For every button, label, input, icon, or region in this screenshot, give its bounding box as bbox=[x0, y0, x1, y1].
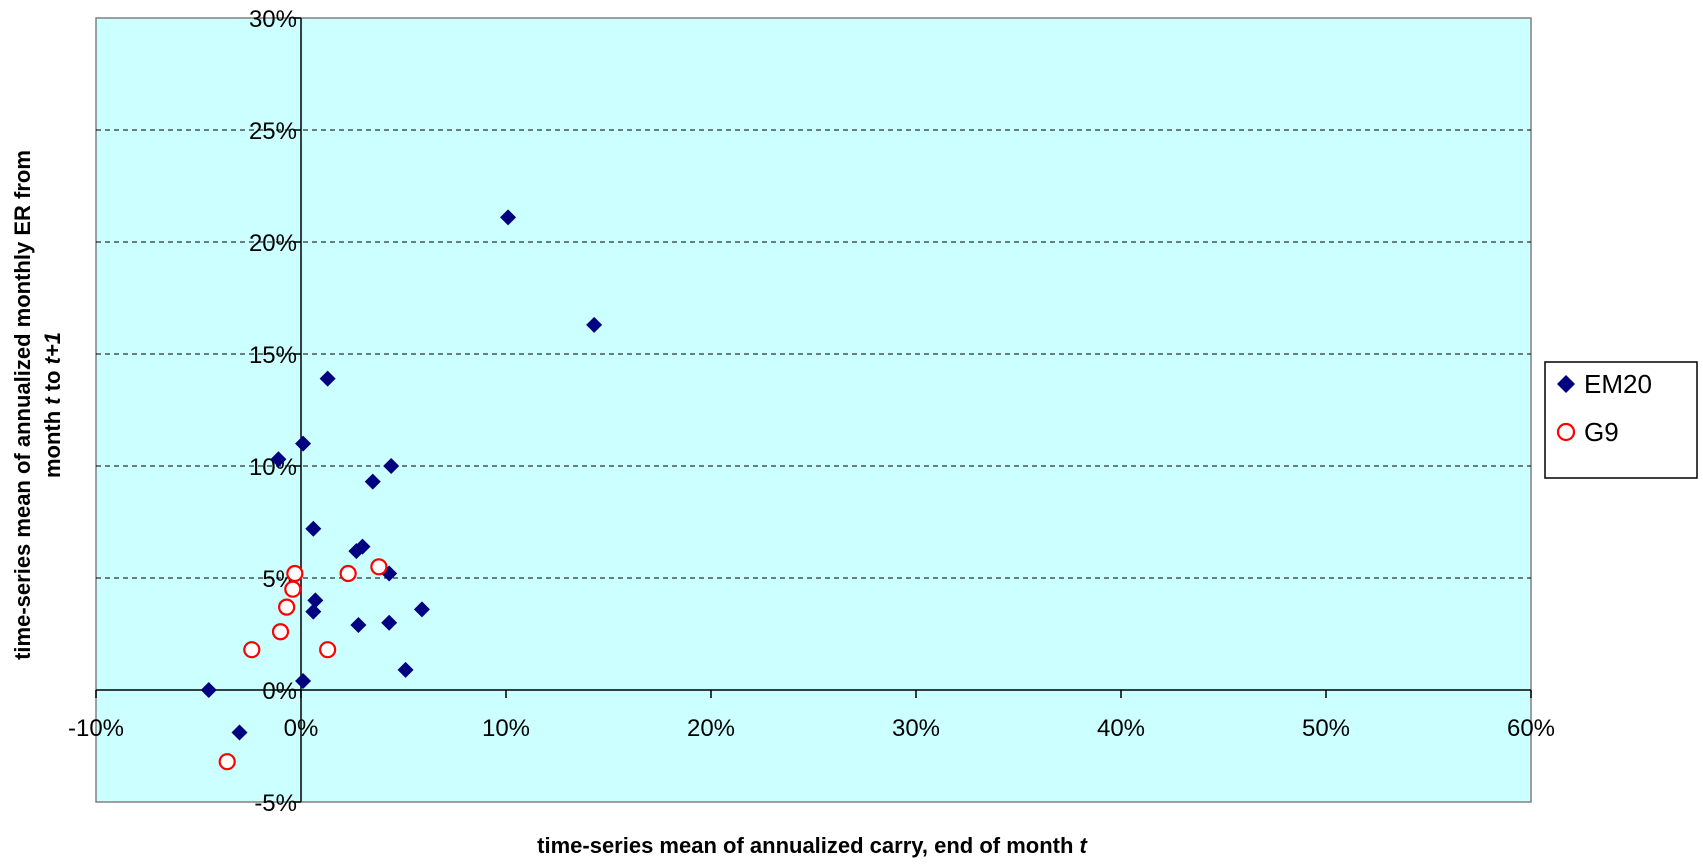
data-point-g9 bbox=[218, 753, 236, 771]
y-axis-title-segment: to bbox=[40, 364, 65, 397]
data-point-em20 bbox=[295, 435, 312, 452]
legend-circle-icon bbox=[1556, 422, 1576, 442]
x-tick-label: 40% bbox=[1097, 715, 1145, 742]
data-point-em20 bbox=[305, 603, 322, 620]
data-point-g9 bbox=[286, 564, 304, 583]
data-point-em20 bbox=[381, 614, 398, 631]
x-tick-label: 10% bbox=[482, 715, 530, 742]
plot-area bbox=[95, 17, 1532, 803]
data-point-em20 bbox=[348, 543, 365, 560]
data-point-em20 bbox=[397, 661, 414, 678]
data-point-em20 bbox=[413, 601, 430, 618]
data-point-g9 bbox=[370, 558, 388, 576]
data-point-g9 bbox=[319, 641, 337, 659]
legend: EM20 G9 bbox=[1544, 361, 1698, 479]
x-tick-label: 60% bbox=[1507, 715, 1555, 742]
data-point-g9 bbox=[339, 564, 357, 583]
data-point-em20 bbox=[305, 520, 322, 537]
y-tick-label: 25% bbox=[249, 118, 297, 145]
data-point-em20 bbox=[586, 316, 603, 333]
data-point-em20 bbox=[200, 682, 217, 698]
y-axis-title-line1: time-series mean of annualized monthly E… bbox=[10, 150, 35, 660]
data-point-em20 bbox=[307, 592, 324, 609]
legend-diamond-icon bbox=[1557, 375, 1575, 393]
data-point-em20 bbox=[350, 617, 367, 634]
y-axis-title-line2: month t to t+1 bbox=[40, 332, 65, 478]
x-axis-title: time-series mean of annualized carry, en… bbox=[537, 833, 1088, 858]
y-tick-label: -5% bbox=[254, 790, 297, 817]
y-tick-label: 20% bbox=[249, 230, 297, 257]
y-tick-label: 15% bbox=[249, 342, 297, 369]
data-point-em20 bbox=[231, 724, 248, 741]
data-point-g9 bbox=[284, 580, 302, 598]
legend-label-em20: EM20 bbox=[1584, 369, 1652, 399]
data-point-em20 bbox=[270, 451, 287, 468]
x-tick-label: 0% bbox=[284, 715, 319, 742]
y-axis-title-segment: month bbox=[40, 405, 65, 478]
data-point-g9 bbox=[243, 641, 261, 659]
x-tick-label: -10% bbox=[68, 715, 124, 742]
y-tick-label: 30% bbox=[249, 6, 297, 33]
axes bbox=[96, 18, 1531, 802]
data-point-g9 bbox=[271, 623, 290, 641]
tick-labels: -10% 0% 10% 20% 30% 40% 50% 60%-5%0%5%10%15%20%… bbox=[68, 6, 1555, 817]
data-point-em20 bbox=[383, 458, 400, 474]
y-tick-label: 0% bbox=[262, 678, 297, 705]
x-axis-title-text: time-series mean of annualized carry, en… bbox=[537, 833, 1079, 858]
data-point-em20 bbox=[319, 370, 336, 387]
y-axis-title-segment: t bbox=[40, 396, 65, 405]
x-tick-label: 30% bbox=[892, 715, 940, 742]
x-tick-label: 20% bbox=[687, 715, 735, 742]
data-point-em20 bbox=[364, 473, 381, 490]
y-axis-title-segment: t+1 bbox=[40, 332, 65, 364]
data-point-em20 bbox=[500, 209, 517, 226]
x-tick-label: 50% bbox=[1302, 715, 1350, 742]
legend-label-g9: G9 bbox=[1584, 417, 1619, 447]
data-point-g9 bbox=[278, 598, 296, 616]
data-points bbox=[200, 209, 603, 771]
x-axis-title-italic-t: t bbox=[1080, 833, 1089, 858]
data-point-em20 bbox=[295, 673, 312, 690]
